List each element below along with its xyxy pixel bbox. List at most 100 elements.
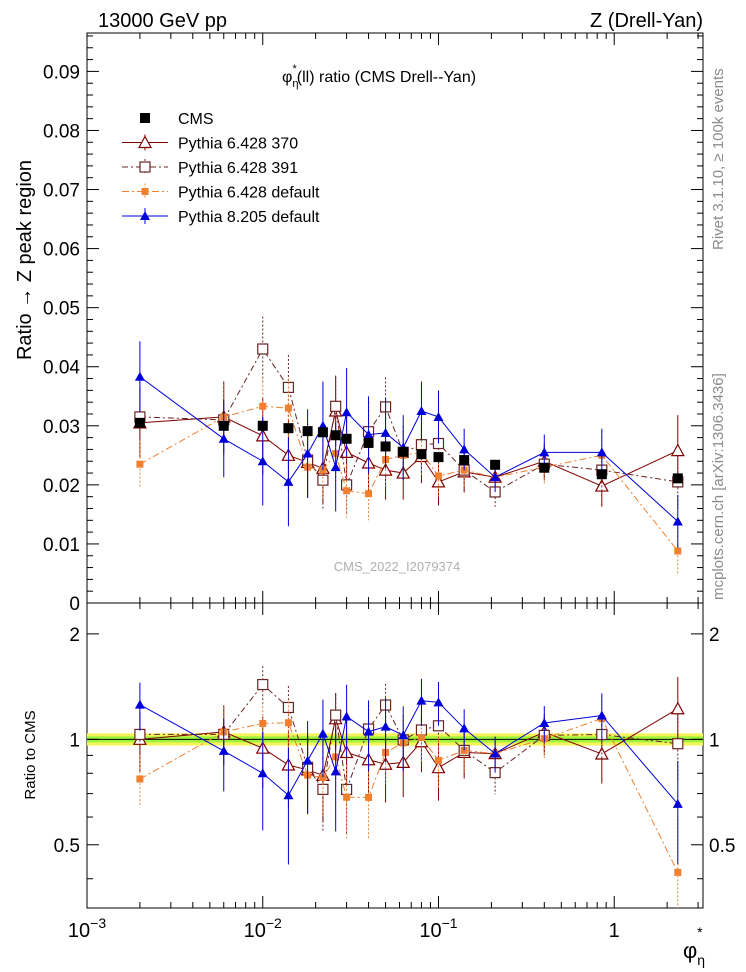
ratio-line-pythia-8-205-default <box>139 700 679 805</box>
ratio-point-pythia-8-205-default <box>330 766 341 776</box>
ratio-point-pythia-8-205-default <box>302 755 313 765</box>
legend-marker-pythia-6-428-default <box>141 188 149 195</box>
ratio-point-pythia-6-428-370 <box>670 701 685 715</box>
legend: CMS Pythia 6.428 370 Pythia 6.428 391 Pythi… <box>122 111 320 226</box>
data-point-pythia-6-428-391 <box>257 343 269 355</box>
data-point-cms <box>257 420 268 431</box>
ratio-point-pythia-8-205-default <box>363 726 374 736</box>
data-point-pythia-6-428-370 <box>431 474 446 488</box>
data-point-pythia-8-205-default <box>459 444 470 454</box>
analysis-watermark: CMS_2022_I2079374 <box>334 559 461 574</box>
series-line-pythia-6-428-391 <box>139 348 678 493</box>
ratio-y-tick-label: 2 <box>69 625 80 646</box>
y-tick-label: 0.08 <box>43 121 80 142</box>
legend-marker-pythia-6-428-391 <box>139 161 151 173</box>
ratio-y-tick-label-right: 0.5 <box>709 836 735 857</box>
data-point-pythia-8-205-default <box>433 411 444 421</box>
data-point-pythia-8-205-default <box>380 427 391 437</box>
data-point-pythia-8-205-default <box>539 447 550 457</box>
plot-title: φη *(ll) ratio (CMS Drell--Yan) <box>282 63 476 90</box>
data-point-cms <box>539 462 550 473</box>
legend-label-pythia-8-205-default: Pythia 8.205 default <box>178 209 320 226</box>
ratio-line-pythia-6-428-370 <box>139 708 679 777</box>
data-point-cms <box>134 417 145 428</box>
y-tick-label: 0.03 <box>43 417 80 438</box>
ratio-point-pythia-6-428-default <box>365 793 373 801</box>
y-tick-label: 0.05 <box>43 299 80 320</box>
legend-label-pythia-6-428-default: Pythia 6.428 default <box>178 185 320 202</box>
data-point-pythia-8-205-default <box>218 433 229 443</box>
data-point-cms <box>490 459 501 470</box>
ratio-plot-frame <box>86 602 704 909</box>
legend-marker-pythia-8-205-default <box>140 211 150 220</box>
ratio-point-pythia-8-205-default <box>398 730 409 740</box>
x-tick-base: 10 <box>244 920 266 942</box>
x-tick-exponent: −2 <box>266 915 282 931</box>
data-point-pythia-6-428-default <box>343 487 351 495</box>
data-point-pythia-6-428-default <box>365 490 373 498</box>
series-line-pythia-8-205-default <box>139 376 679 522</box>
x-tick-base: 1 <box>609 920 620 942</box>
data-point-pythia-8-205-default <box>363 429 374 439</box>
ratio-point-pythia-8-205-default <box>283 790 294 800</box>
header-left: 13000 GeV pp <box>98 10 227 32</box>
xlabel-sub: η <box>697 952 705 968</box>
data-point-cms <box>398 446 409 457</box>
data-point-pythia-6-428-default <box>136 460 144 468</box>
title-sub: η <box>292 78 298 90</box>
ratio-y-tick-label-right: 1 <box>709 730 720 751</box>
data-point-cms <box>302 426 313 437</box>
ratio-point-pythia-8-205-default <box>416 695 427 705</box>
y-tick-label: 0.02 <box>43 476 80 497</box>
data-point-pythia-8-205-default <box>134 371 145 381</box>
ratio-y-tick-label: 0.5 <box>54 836 80 857</box>
y-tick-label: 0.09 <box>43 62 80 83</box>
ratio-point-pythia-6-428-391 <box>134 728 146 741</box>
data-point-pythia-8-205-default <box>596 447 607 457</box>
data-point-cms <box>416 449 427 460</box>
ratio-y-tick-label: 1 <box>69 730 80 751</box>
data-point-pythia-8-205-default <box>302 448 313 458</box>
data-point-pythia-6-428-370 <box>670 443 685 457</box>
y-axis-label: Ratio → Z peak region <box>14 160 36 360</box>
ratio-point-pythia-8-205-default <box>459 723 470 733</box>
ratio-point-pythia-6-428-default <box>343 793 351 801</box>
data-point-pythia-8-205-default <box>330 462 341 472</box>
data-point-pythia-8-205-default <box>283 476 294 486</box>
data-point-pythia-6-428-default <box>284 404 292 412</box>
ratio-point-pythia-6-428-391 <box>330 709 342 721</box>
rivet-version-label: Rivet 3.1.10, ≥ 100k events <box>710 68 727 250</box>
y-tick-label: 0 <box>69 594 80 615</box>
ratio-point-pythia-6-428-391 <box>257 678 269 691</box>
ratio-y-axis-label: Ratio to CMS <box>22 710 39 799</box>
x-tick-base: 10 <box>68 920 90 942</box>
ratio-point-pythia-8-205-default <box>539 717 550 727</box>
data-point-cms <box>330 430 341 441</box>
x-tick-exponent: −3 <box>90 915 106 931</box>
y-tick-label: 0.01 <box>43 535 80 556</box>
x-tick-label: 10−2 <box>244 915 282 942</box>
data-point-cms <box>341 433 352 444</box>
ratio-y-tick-label-right: 2 <box>709 625 720 646</box>
legend-label-pythia-6-428-391: Pythia 6.428 391 <box>178 160 298 177</box>
x-tick-exponent: −1 <box>442 915 458 931</box>
ratio-point-pythia-8-205-default <box>134 699 145 709</box>
data-point-cms <box>317 427 328 438</box>
data-point-pythia-8-205-default <box>257 456 268 466</box>
ratio-point-pythia-6-428-default <box>674 868 682 876</box>
series-line-pythia-6-428-default <box>139 405 679 552</box>
ratio-point-pythia-8-205-default <box>672 798 683 808</box>
data-point-pythia-6-428-default <box>259 402 267 410</box>
ratio-point-pythia-8-205-default <box>218 745 229 755</box>
ratio-point-pythia-8-205-default <box>317 728 328 738</box>
mcplots-label: mcplots.cern.ch [arXiv:1306.3436] <box>710 373 727 600</box>
ratio-line-pythia-6-428-391 <box>139 683 678 791</box>
data-point-pythia-8-205-default <box>490 472 501 482</box>
ratio-point-pythia-8-205-default <box>380 721 391 731</box>
data-point-pythia-8-205-default <box>672 516 683 526</box>
ratio-point-pythia-8-205-default <box>490 748 501 758</box>
main-series-layer <box>132 316 685 575</box>
data-point-cms <box>380 441 391 452</box>
data-point-cms <box>672 473 683 484</box>
ratio-point-pythia-6-428-391 <box>672 738 684 750</box>
